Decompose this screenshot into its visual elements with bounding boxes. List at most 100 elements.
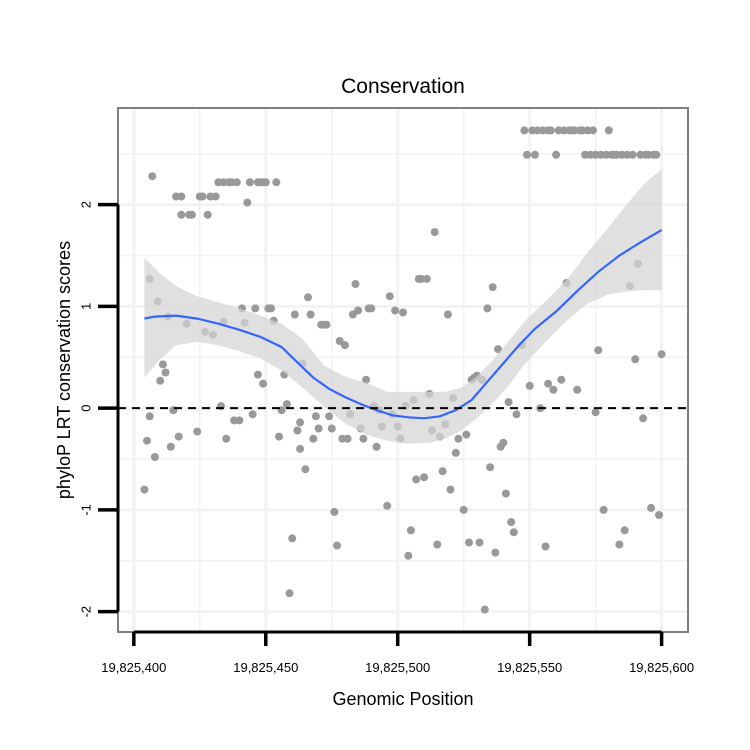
data-point <box>367 304 376 313</box>
data-point <box>404 551 413 560</box>
data-point <box>296 418 305 427</box>
y-axis-label: phyloP LRT conservation scores <box>54 241 74 499</box>
data-point <box>483 304 492 313</box>
smooth-line <box>144 229 663 420</box>
x-tick-label: 19,825,400 <box>101 660 166 675</box>
panel-background <box>118 108 688 632</box>
data-point <box>351 280 360 288</box>
data-point <box>430 228 439 237</box>
data-point <box>512 410 521 419</box>
data-point <box>193 427 202 436</box>
data-point <box>177 210 186 219</box>
x-tick-label: 19,825,550 <box>497 660 562 675</box>
data-point <box>433 540 442 549</box>
data-point <box>459 505 468 514</box>
data-point <box>325 412 334 421</box>
data-point <box>422 274 431 283</box>
data-point <box>406 526 415 535</box>
data-point <box>504 398 513 407</box>
data-point <box>509 528 518 537</box>
data-point <box>177 192 186 201</box>
data-point <box>391 306 400 315</box>
data-point <box>631 355 640 364</box>
data-point <box>156 376 165 385</box>
data-point <box>520 126 529 135</box>
data-point <box>589 126 597 135</box>
data-point <box>573 385 582 394</box>
data-point <box>285 589 294 598</box>
data-point <box>385 292 394 301</box>
data-point <box>245 178 254 187</box>
data-point <box>275 432 283 441</box>
data-point <box>652 150 661 159</box>
data-point <box>272 178 281 187</box>
data-point <box>438 467 447 476</box>
data-point <box>494 345 502 354</box>
x-tick-label: 19,825,500 <box>365 660 430 675</box>
data-point <box>486 463 495 472</box>
data-point <box>203 210 212 219</box>
y-tick-label: 2 <box>79 201 94 208</box>
data-point <box>187 210 196 219</box>
data-point <box>354 306 363 315</box>
data-point <box>327 424 336 433</box>
data-point <box>594 346 603 355</box>
data-point <box>499 438 508 447</box>
data-point <box>314 424 323 433</box>
data-point <box>383 501 392 510</box>
data-point <box>462 430 471 439</box>
data-point <box>301 465 310 474</box>
data-point <box>166 442 175 451</box>
data-point <box>544 379 553 388</box>
data-point <box>143 436 151 445</box>
data-point <box>333 541 341 550</box>
y-tick-label: -2 <box>79 606 94 618</box>
data-point <box>293 426 302 435</box>
y-tick-label: 1 <box>79 303 94 310</box>
data-point <box>222 434 231 443</box>
data-point <box>158 360 167 369</box>
data-point <box>399 308 407 317</box>
data-point <box>261 178 270 187</box>
data-point <box>657 350 666 359</box>
data-point <box>507 518 516 527</box>
data-point <box>451 448 460 457</box>
data-point <box>343 434 352 443</box>
data-point <box>465 538 473 547</box>
y-tick-label: 0 <box>79 405 94 412</box>
data-point <box>546 126 555 135</box>
x-axis-label: Genomic Position <box>332 689 473 709</box>
data-point <box>243 198 252 207</box>
data-point <box>491 548 500 557</box>
data-point <box>446 485 455 494</box>
data-point <box>530 150 539 159</box>
data-point <box>330 507 339 516</box>
data-point <box>620 526 629 535</box>
data-point <box>541 542 550 551</box>
data-point <box>412 475 421 484</box>
data-point <box>306 310 315 319</box>
data-point <box>628 150 637 159</box>
data-point <box>501 489 510 498</box>
data-point <box>235 416 244 425</box>
data-point <box>655 511 663 519</box>
data-point <box>248 410 257 419</box>
data-point <box>322 320 331 329</box>
data-point <box>304 293 312 302</box>
data-point <box>639 414 648 423</box>
data-point <box>161 368 170 377</box>
data-point <box>359 434 368 443</box>
data-point <box>604 126 613 135</box>
data-point <box>282 400 291 409</box>
data-point <box>148 172 157 181</box>
data-point <box>475 538 484 547</box>
data-point <box>232 178 241 187</box>
data-point <box>557 375 566 384</box>
data-point <box>591 408 600 417</box>
data-point <box>309 434 318 443</box>
data-point <box>552 150 561 159</box>
data-point <box>140 485 149 494</box>
data-point <box>211 192 220 201</box>
